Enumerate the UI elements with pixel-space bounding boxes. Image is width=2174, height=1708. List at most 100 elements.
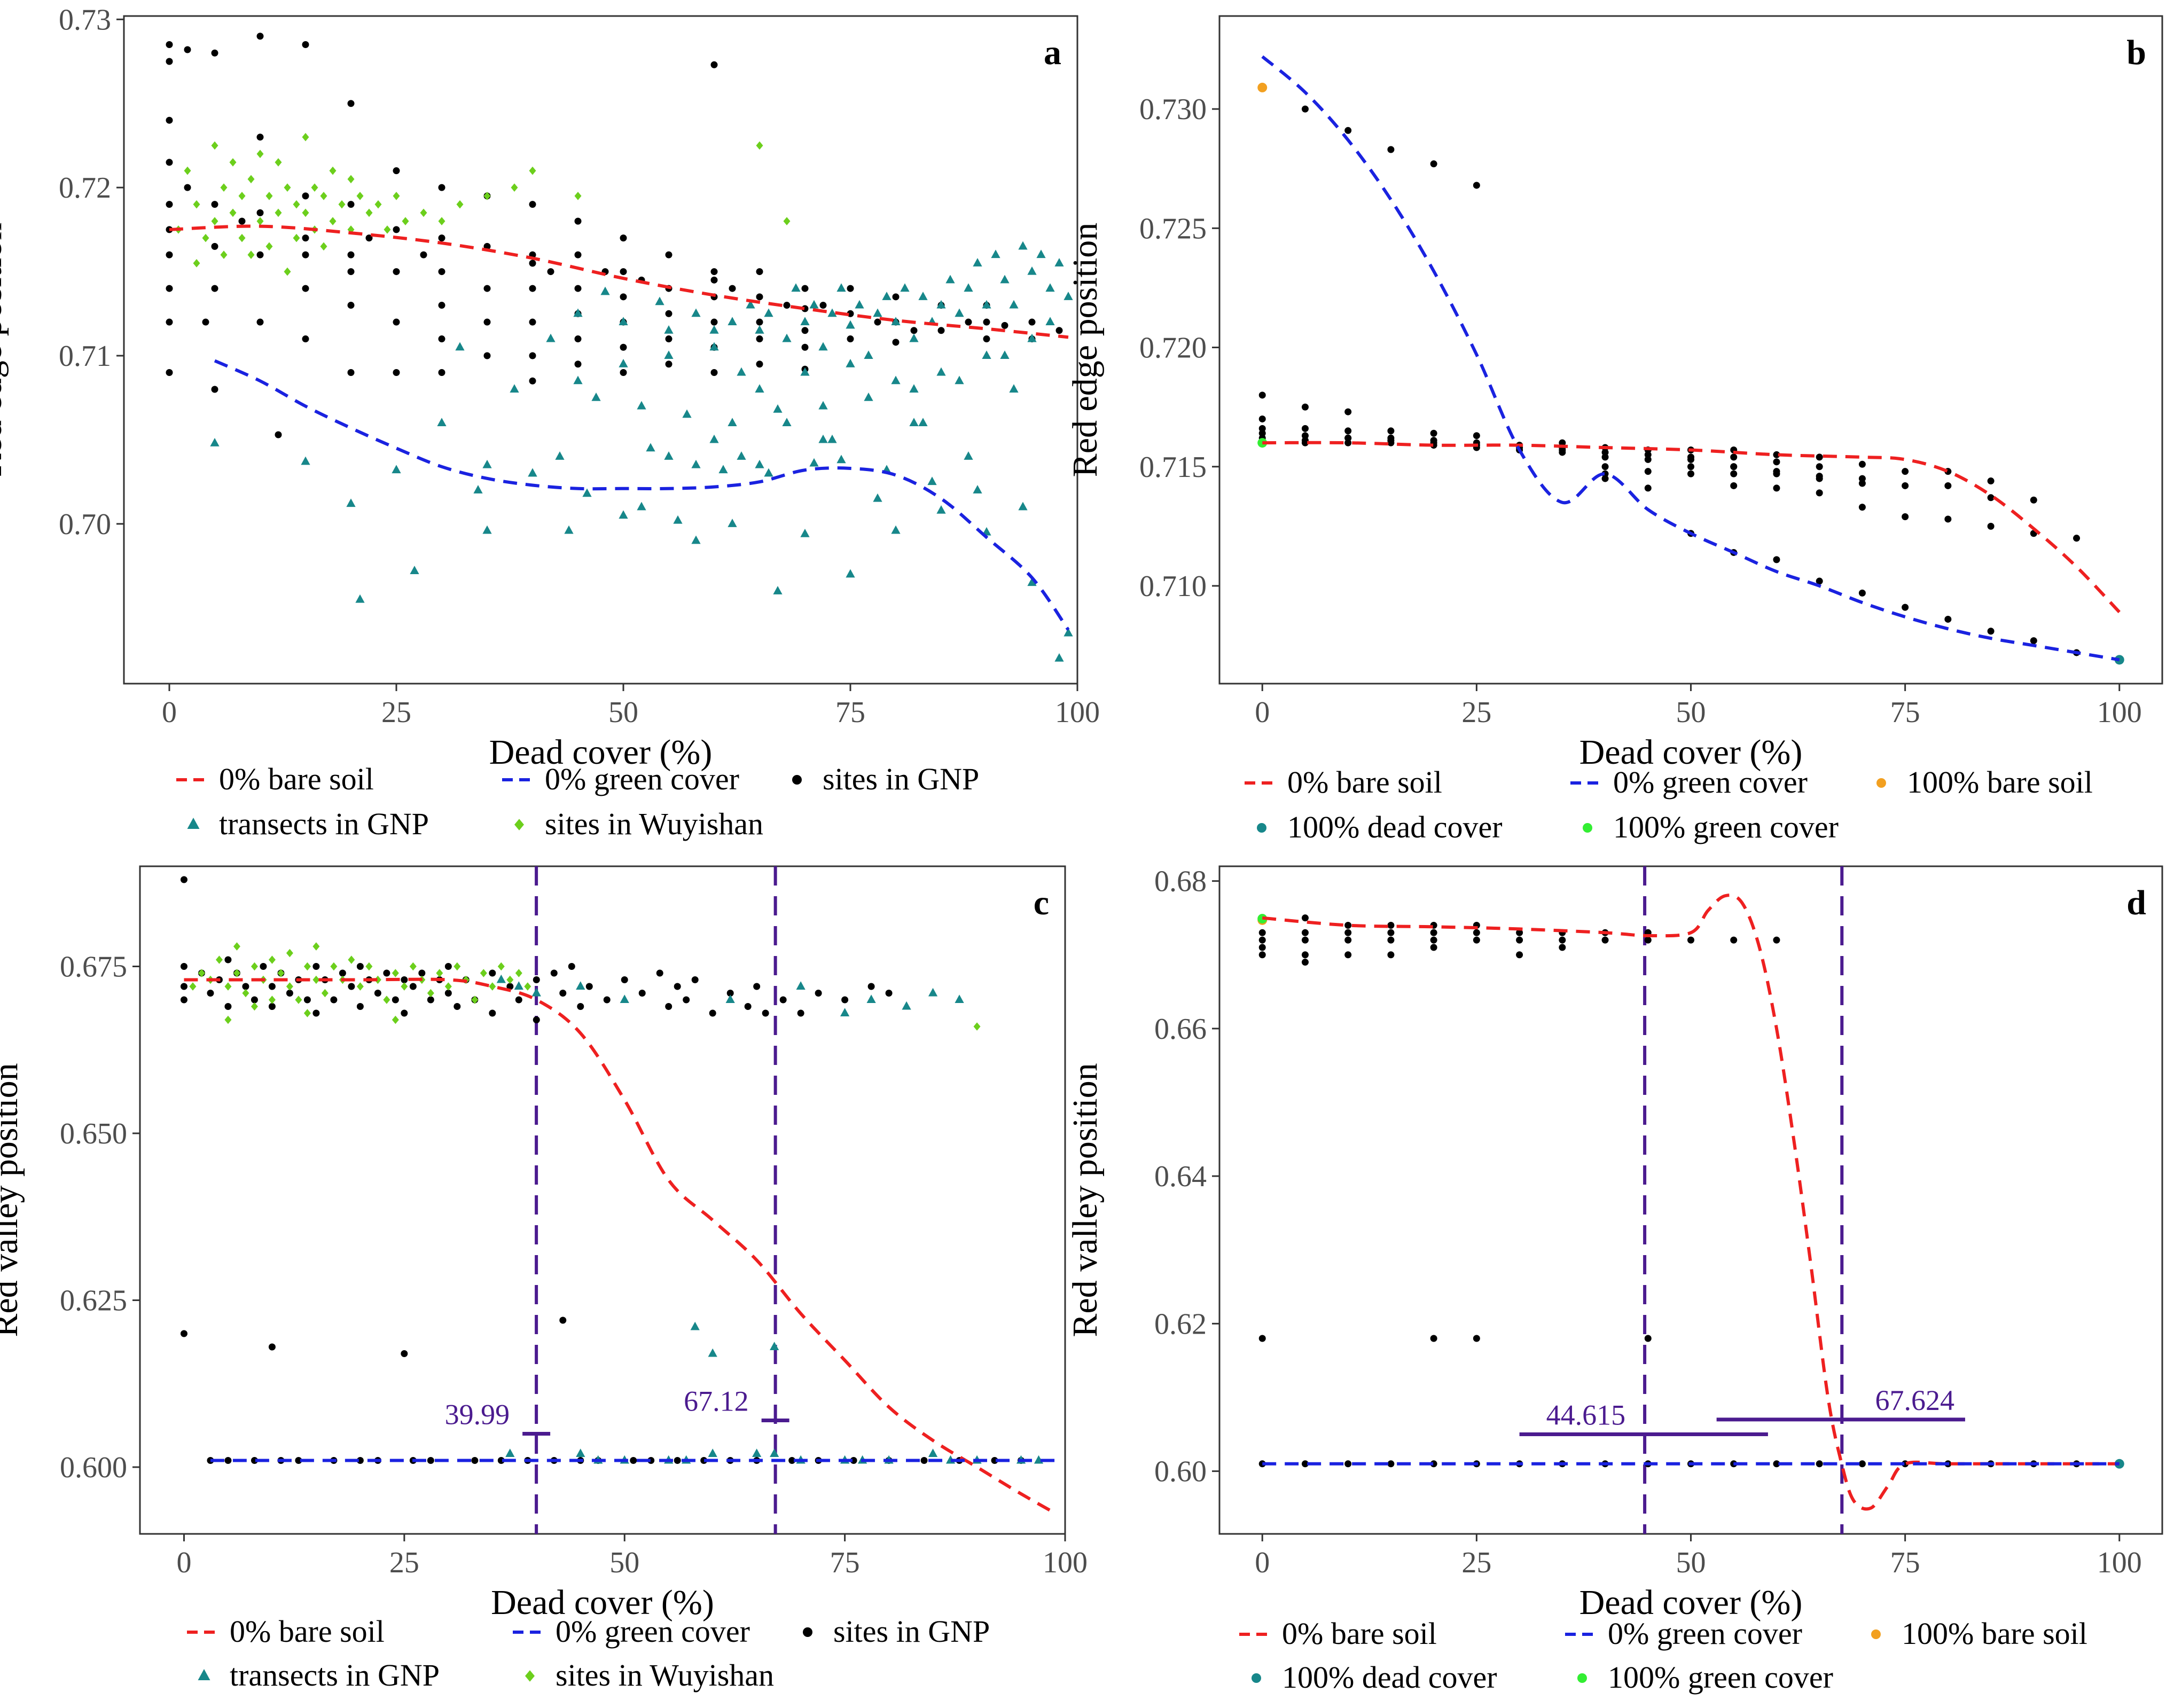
panel-d: 0 25 50 75 100 0.60 0.62 0.64 0.66 0.68 Dead cover…: [1066, 865, 2163, 1622]
data-point: [482, 459, 492, 468]
data-point: [166, 58, 173, 65]
data-point: [864, 350, 873, 359]
panel-a: 0 25 50 75 100 0.70 0.71 0.72 0.73 Dead cover (%)…: [0, 3, 1100, 772]
data-point: [882, 292, 892, 300]
data-point: [207, 990, 214, 997]
y-tick-label: 0.715: [1139, 451, 1207, 484]
data-point: [393, 192, 400, 200]
data-point: [1987, 522, 1995, 530]
data-point: [555, 451, 565, 460]
data-point: [1644, 468, 1652, 475]
data-point: [756, 335, 763, 343]
data-point: [1344, 427, 1352, 435]
data-point: [312, 963, 320, 970]
data-point: [1430, 160, 1437, 168]
data-point: [1773, 451, 1780, 458]
data-point: [529, 352, 536, 359]
series-points: [175, 132, 791, 276]
data-point: [1055, 327, 1063, 334]
data-point: [256, 150, 264, 158]
legend-key: [187, 818, 200, 829]
data-point: [770, 1448, 779, 1457]
data-point: [489, 1009, 496, 1017]
data-point: [1301, 403, 1309, 411]
data-point: [965, 318, 972, 326]
data-point: [855, 300, 864, 309]
data-point: [453, 962, 461, 971]
data-point: [303, 962, 311, 971]
data-point: [1858, 589, 1866, 597]
data-point: [874, 318, 881, 326]
data-point: [991, 1457, 998, 1464]
data-point: [302, 192, 309, 200]
data-point: [453, 1003, 461, 1010]
data-point: [1430, 1335, 1437, 1342]
legend-label: 0% green cover: [1613, 765, 1808, 800]
data-point: [489, 982, 496, 991]
data-point: [312, 1009, 320, 1017]
data-point: [193, 200, 200, 209]
data-point: [762, 1009, 769, 1017]
data-point: [480, 969, 487, 977]
data-point: [600, 286, 610, 295]
data-point: [603, 996, 611, 1004]
y-tick-label: 0.650: [60, 1117, 127, 1150]
data-point: [1902, 604, 1909, 611]
x-axis-label: Dead cover (%): [491, 1583, 714, 1622]
data-point: [1601, 463, 1609, 471]
data-point: [268, 983, 276, 990]
y-tick-label: 0.675: [60, 951, 127, 984]
series-points: [189, 942, 981, 1031]
legend-label: 100% green cover: [1613, 810, 1839, 844]
data-point: [483, 352, 491, 359]
data-point: [665, 310, 672, 317]
data-point: [302, 234, 309, 242]
data-point: [393, 226, 400, 233]
data-point: [782, 333, 792, 342]
data-point: [275, 208, 282, 217]
data-point: [1902, 482, 1909, 489]
data-point: [1516, 951, 1523, 959]
data-point: [755, 325, 764, 334]
data-point: [348, 983, 355, 990]
data-point: [1473, 182, 1480, 189]
data-point: [330, 996, 338, 1004]
data-point: [1054, 258, 1064, 267]
data-point: [286, 949, 293, 958]
data-point: [1036, 249, 1046, 258]
x-tick-label: 50: [1676, 1546, 1706, 1579]
data-point: [815, 990, 822, 997]
data-point: [374, 975, 381, 984]
fit-line: [184, 977, 1057, 1516]
data-point: [233, 942, 240, 951]
data-point: [302, 285, 309, 292]
threshold-label: 39.99: [445, 1399, 510, 1431]
data-point: [202, 318, 209, 326]
data-point: [1344, 408, 1352, 416]
legend-key: [1257, 823, 1266, 833]
data-point: [514, 981, 523, 990]
data-point: [438, 369, 445, 377]
data-point: [2030, 496, 2037, 504]
data-point: [665, 251, 672, 258]
data-point: [365, 962, 373, 971]
data-point: [256, 251, 264, 258]
data-point: [1430, 929, 1437, 936]
data-point: [755, 459, 764, 468]
data-point: [166, 285, 173, 292]
data-point: [1773, 468, 1780, 475]
data-point: [346, 498, 356, 507]
legend-key: [1252, 1673, 1261, 1683]
data-point: [409, 962, 417, 971]
legend: 0% bare soil 0% green cover sites in GNP tr…: [176, 762, 979, 841]
data-point: [524, 982, 531, 991]
data-point: [964, 283, 973, 292]
data-point: [796, 981, 806, 990]
data-point: [1773, 458, 1780, 466]
plot-area: [1257, 866, 2124, 1534]
data-point: [247, 250, 255, 259]
data-point: [374, 990, 381, 997]
series-points: [166, 33, 1063, 438]
data-point: [393, 268, 400, 276]
data-point: [1687, 936, 1694, 944]
